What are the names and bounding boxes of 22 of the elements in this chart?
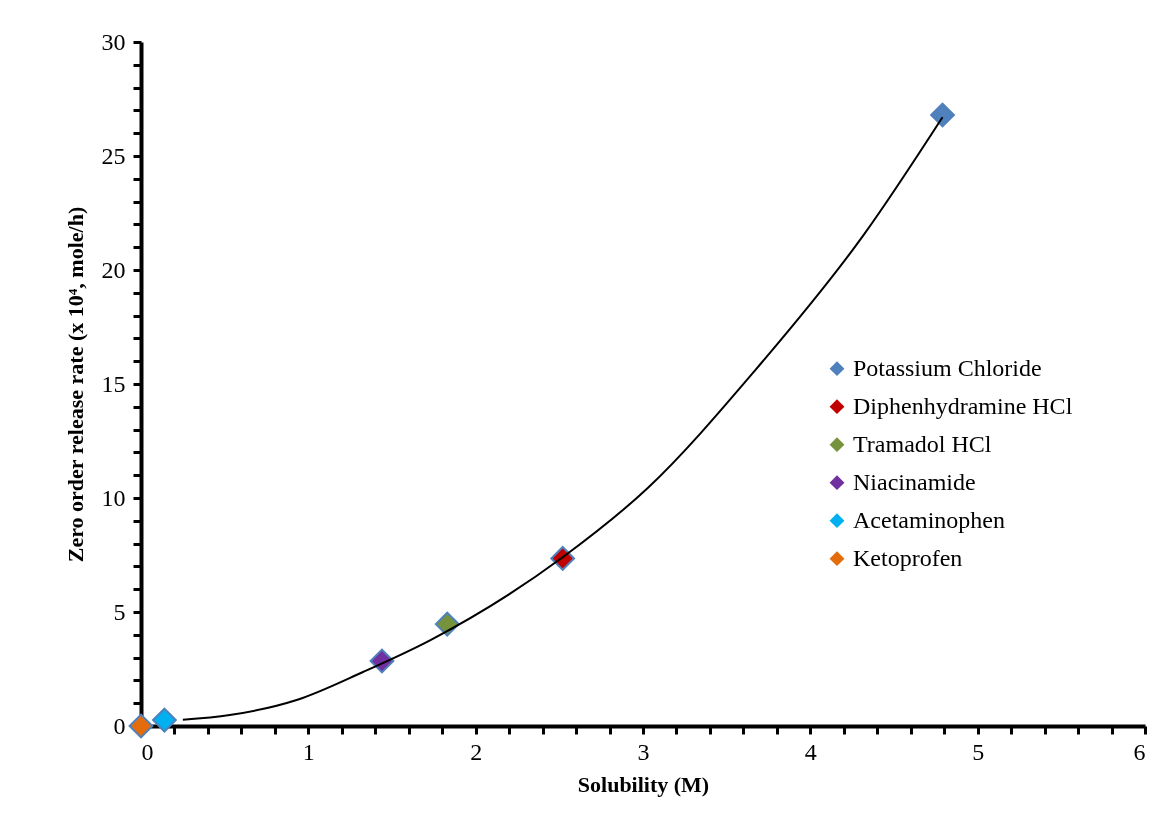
y-tick-label: 5 (113, 598, 126, 625)
y-tick-label: 10 (101, 484, 126, 511)
x-tick-label: 6 (1133, 738, 1146, 765)
x-tick-label: 4 (804, 738, 817, 765)
y-tick-label: 0 (113, 712, 126, 739)
legend-label: Tramadol HCl (853, 430, 992, 457)
x-tick-label: 0 (141, 738, 154, 765)
x-tick-label: 1 (302, 738, 315, 765)
y-tick-label: 30 (101, 28, 126, 55)
x-tick-label: 2 (470, 738, 483, 765)
legend-label: Niacinamide (853, 468, 976, 495)
legend-label: Potassium Chloride (853, 354, 1042, 381)
x-axis-title: Solubility (M) (577, 771, 710, 797)
legend-label: Diphenhydramine HCl (853, 392, 1073, 419)
legend-label: Ketoprofen (853, 544, 963, 571)
y-tick-label: 25 (101, 142, 126, 169)
y-tick-label: 20 (101, 256, 126, 283)
x-tick-label: 5 (972, 738, 985, 765)
legend-label: Acetaminophen (853, 506, 1005, 533)
x-tick-label: 3 (637, 738, 650, 765)
y-tick-label: 15 (101, 370, 126, 397)
y-axis-title: Zero order release rate (x 10⁴, mole/h) (62, 206, 88, 563)
